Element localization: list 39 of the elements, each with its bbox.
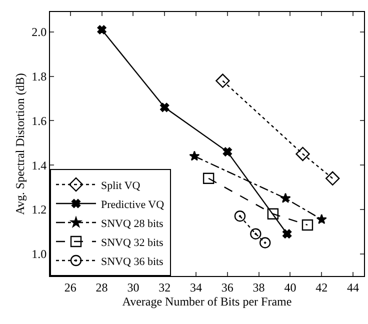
y-tick-label: 1.4 (32, 158, 47, 172)
point (267, 208, 279, 220)
x-tick-label: 26 (64, 280, 76, 294)
point (202, 172, 214, 184)
x-tick-label: 34 (190, 280, 202, 294)
y-tick-label: 2.0 (32, 25, 47, 40)
x-tick-label: 42 (316, 280, 328, 294)
legend-label: SNVQ 36 bits (101, 256, 164, 268)
y-tick-label: 1.6 (32, 114, 47, 128)
x-tick-label: 32 (158, 280, 171, 294)
point (216, 74, 230, 88)
point (282, 229, 292, 238)
legend-label: Predictive VQ (101, 198, 164, 211)
point (280, 192, 291, 203)
x-tick-label: 30 (127, 280, 140, 294)
point (222, 147, 232, 156)
point (189, 150, 200, 161)
point (296, 146, 310, 162)
x-axis-title: Average Number of Bits per Frame (122, 294, 292, 308)
y-tick-label: 1.2 (32, 202, 47, 217)
point (316, 214, 327, 224)
y-tick-label: 1.0 (32, 247, 47, 262)
y-tick-label: 1.8 (32, 70, 47, 84)
x-tick-label: 28 (96, 280, 108, 294)
legend-label: SNVQ 32 bits (101, 236, 164, 249)
point (234, 210, 246, 222)
y-axis-title: Avg. Spectral Distortion (dB) (12, 73, 27, 215)
legend-label: SNVQ 28 bits (101, 218, 164, 230)
point (250, 228, 262, 240)
legend-label: Split VQ (101, 180, 140, 192)
point (302, 219, 314, 231)
x-tick-label: 40 (284, 280, 296, 294)
x-tick-label: 36 (221, 280, 234, 294)
point (259, 237, 271, 248)
point (97, 25, 106, 34)
point (326, 171, 340, 186)
x-tick-label: 38 (252, 280, 265, 294)
point (160, 102, 170, 112)
x-tick-label: 44 (347, 280, 360, 294)
